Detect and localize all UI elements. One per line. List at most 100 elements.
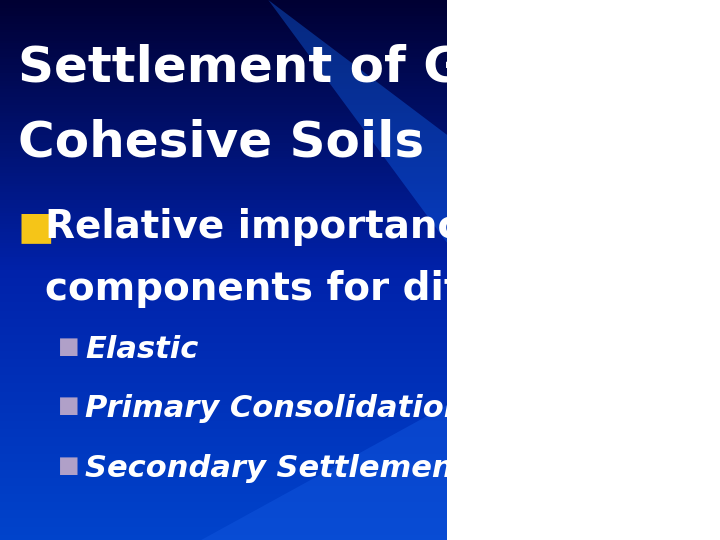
FancyBboxPatch shape: [0, 176, 447, 178]
FancyBboxPatch shape: [0, 243, 447, 246]
FancyBboxPatch shape: [0, 481, 447, 483]
FancyBboxPatch shape: [0, 262, 447, 265]
FancyBboxPatch shape: [0, 124, 447, 127]
FancyBboxPatch shape: [0, 8, 447, 11]
FancyBboxPatch shape: [0, 286, 447, 289]
FancyBboxPatch shape: [0, 321, 447, 324]
FancyBboxPatch shape: [0, 232, 447, 235]
FancyBboxPatch shape: [0, 478, 447, 481]
FancyBboxPatch shape: [0, 381, 447, 383]
FancyBboxPatch shape: [0, 500, 447, 502]
FancyBboxPatch shape: [0, 297, 447, 300]
FancyBboxPatch shape: [0, 111, 447, 113]
FancyBboxPatch shape: [0, 440, 447, 443]
FancyBboxPatch shape: [0, 132, 447, 135]
FancyBboxPatch shape: [0, 424, 447, 427]
FancyBboxPatch shape: [0, 138, 447, 140]
FancyBboxPatch shape: [0, 267, 447, 270]
FancyBboxPatch shape: [0, 313, 447, 316]
FancyBboxPatch shape: [0, 194, 447, 197]
FancyBboxPatch shape: [0, 446, 447, 448]
FancyBboxPatch shape: [0, 3, 447, 5]
FancyBboxPatch shape: [0, 502, 447, 505]
FancyBboxPatch shape: [0, 167, 447, 170]
FancyBboxPatch shape: [0, 197, 447, 200]
FancyBboxPatch shape: [0, 35, 447, 38]
FancyBboxPatch shape: [0, 383, 447, 386]
FancyBboxPatch shape: [0, 24, 447, 27]
FancyBboxPatch shape: [0, 119, 447, 122]
FancyBboxPatch shape: [0, 392, 447, 394]
FancyBboxPatch shape: [0, 513, 447, 516]
FancyBboxPatch shape: [0, 205, 447, 208]
FancyBboxPatch shape: [0, 38, 447, 40]
FancyBboxPatch shape: [0, 356, 447, 359]
FancyBboxPatch shape: [0, 246, 447, 248]
FancyBboxPatch shape: [0, 73, 447, 76]
FancyBboxPatch shape: [0, 181, 447, 184]
FancyBboxPatch shape: [0, 227, 447, 229]
FancyBboxPatch shape: [0, 378, 447, 381]
FancyBboxPatch shape: [0, 192, 447, 194]
FancyBboxPatch shape: [0, 84, 447, 86]
FancyBboxPatch shape: [0, 273, 447, 275]
FancyBboxPatch shape: [0, 100, 447, 103]
FancyBboxPatch shape: [0, 122, 447, 124]
FancyBboxPatch shape: [0, 397, 447, 400]
FancyBboxPatch shape: [0, 432, 447, 435]
FancyBboxPatch shape: [0, 70, 447, 73]
FancyBboxPatch shape: [0, 254, 447, 256]
FancyBboxPatch shape: [0, 351, 447, 354]
FancyBboxPatch shape: [0, 467, 447, 470]
FancyBboxPatch shape: [0, 59, 447, 62]
FancyBboxPatch shape: [0, 281, 447, 284]
FancyBboxPatch shape: [0, 510, 447, 513]
FancyBboxPatch shape: [0, 394, 447, 397]
FancyBboxPatch shape: [0, 148, 447, 151]
FancyBboxPatch shape: [0, 57, 447, 59]
FancyBboxPatch shape: [0, 97, 447, 100]
FancyBboxPatch shape: [0, 54, 447, 57]
FancyBboxPatch shape: [0, 308, 447, 310]
FancyBboxPatch shape: [0, 19, 447, 22]
FancyBboxPatch shape: [0, 113, 447, 116]
FancyBboxPatch shape: [0, 475, 447, 478]
FancyBboxPatch shape: [0, 402, 447, 405]
FancyBboxPatch shape: [0, 146, 447, 148]
FancyBboxPatch shape: [0, 416, 447, 418]
FancyBboxPatch shape: [0, 340, 447, 343]
FancyBboxPatch shape: [0, 294, 447, 297]
Text: Settlement of Granular vs.: Settlement of Granular vs.: [18, 43, 720, 91]
FancyBboxPatch shape: [0, 362, 447, 364]
FancyBboxPatch shape: [0, 162, 447, 165]
FancyBboxPatch shape: [0, 22, 447, 24]
FancyBboxPatch shape: [0, 367, 447, 370]
FancyBboxPatch shape: [0, 346, 447, 348]
FancyBboxPatch shape: [0, 319, 447, 321]
FancyBboxPatch shape: [0, 40, 447, 43]
FancyBboxPatch shape: [0, 316, 447, 319]
FancyBboxPatch shape: [0, 354, 447, 356]
FancyBboxPatch shape: [0, 224, 447, 227]
FancyBboxPatch shape: [0, 178, 447, 181]
FancyBboxPatch shape: [0, 68, 447, 70]
FancyBboxPatch shape: [0, 140, 447, 143]
FancyBboxPatch shape: [0, 300, 447, 302]
FancyBboxPatch shape: [0, 170, 447, 173]
FancyBboxPatch shape: [0, 275, 447, 278]
FancyBboxPatch shape: [0, 338, 447, 340]
FancyBboxPatch shape: [0, 497, 447, 500]
FancyBboxPatch shape: [0, 483, 447, 486]
FancyBboxPatch shape: [0, 43, 447, 46]
FancyBboxPatch shape: [0, 435, 447, 437]
FancyBboxPatch shape: [0, 154, 447, 157]
FancyBboxPatch shape: [0, 524, 447, 526]
FancyBboxPatch shape: [0, 116, 447, 119]
FancyBboxPatch shape: [0, 302, 447, 305]
FancyBboxPatch shape: [0, 329, 447, 332]
Text: ■: ■: [58, 454, 80, 477]
FancyBboxPatch shape: [0, 310, 447, 313]
FancyBboxPatch shape: [0, 135, 447, 138]
Text: ■: ■: [18, 208, 55, 246]
FancyBboxPatch shape: [0, 103, 447, 105]
